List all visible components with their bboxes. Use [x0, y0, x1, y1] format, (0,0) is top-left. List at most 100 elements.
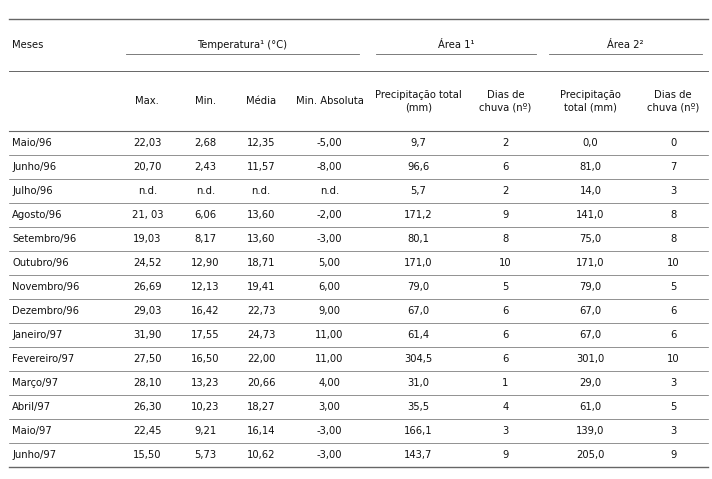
Text: 9,21: 9,21 — [194, 426, 216, 436]
Text: n.d.: n.d. — [320, 186, 339, 196]
Text: 3,00: 3,00 — [318, 402, 340, 412]
Text: 8: 8 — [670, 234, 676, 244]
Text: 22,45: 22,45 — [133, 426, 162, 436]
Text: Precipitação
total (mm): Precipitação total (mm) — [560, 90, 621, 112]
Text: 0: 0 — [670, 138, 676, 148]
Text: 5,00: 5,00 — [318, 258, 340, 268]
Text: 13,23: 13,23 — [191, 378, 219, 388]
Text: 0,0: 0,0 — [582, 138, 598, 148]
Text: 18,27: 18,27 — [247, 402, 276, 412]
Text: Abril/97: Abril/97 — [12, 402, 51, 412]
Text: 61,0: 61,0 — [580, 402, 602, 412]
Text: -3,00: -3,00 — [317, 234, 342, 244]
Text: 31,0: 31,0 — [407, 378, 429, 388]
Text: 5: 5 — [670, 282, 676, 292]
Text: 2,43: 2,43 — [194, 162, 216, 172]
Text: Dias de
chuva (nº): Dias de chuva (nº) — [647, 90, 699, 112]
Text: Maio/97: Maio/97 — [12, 426, 52, 436]
Text: 304,5: 304,5 — [404, 354, 433, 364]
Text: 16,42: 16,42 — [191, 306, 219, 316]
Text: 6,06: 6,06 — [194, 210, 216, 220]
Text: 2: 2 — [503, 186, 508, 196]
Text: 3: 3 — [670, 186, 676, 196]
Text: 26,30: 26,30 — [133, 402, 162, 412]
Text: Média: Média — [246, 96, 276, 106]
Text: n.d.: n.d. — [137, 186, 157, 196]
Text: 75,0: 75,0 — [580, 234, 602, 244]
Text: 6,00: 6,00 — [318, 282, 340, 292]
Text: 7: 7 — [670, 162, 676, 172]
Text: Temperatura¹ (°C): Temperatura¹ (°C) — [197, 40, 288, 50]
Text: 10: 10 — [499, 258, 512, 268]
Text: n.d.: n.d. — [196, 186, 215, 196]
Text: 12,13: 12,13 — [191, 282, 219, 292]
Text: 61,4: 61,4 — [407, 330, 429, 340]
Text: Setembro/96: Setembro/96 — [12, 234, 76, 244]
Text: 301,0: 301,0 — [576, 354, 604, 364]
Text: 10,23: 10,23 — [191, 402, 219, 412]
Text: 81,0: 81,0 — [580, 162, 602, 172]
Text: -3,00: -3,00 — [317, 450, 342, 460]
Text: 205,0: 205,0 — [576, 450, 604, 460]
Text: 9,7: 9,7 — [411, 138, 426, 148]
Text: 18,71: 18,71 — [247, 258, 276, 268]
Text: 8: 8 — [670, 210, 676, 220]
Text: 10: 10 — [667, 258, 679, 268]
Text: 1: 1 — [503, 378, 508, 388]
Text: 8,17: 8,17 — [194, 234, 216, 244]
Text: 3: 3 — [503, 426, 508, 436]
Text: 6: 6 — [503, 306, 508, 316]
Text: 24,73: 24,73 — [247, 330, 276, 340]
Text: 16,50: 16,50 — [191, 354, 219, 364]
Text: 9,00: 9,00 — [318, 306, 340, 316]
Text: 2: 2 — [503, 138, 508, 148]
Text: 79,0: 79,0 — [407, 282, 429, 292]
Text: 5: 5 — [503, 282, 508, 292]
Text: Outubro/96: Outubro/96 — [12, 258, 69, 268]
Text: 11,00: 11,00 — [315, 330, 344, 340]
Text: 13,60: 13,60 — [247, 210, 276, 220]
Text: 11,57: 11,57 — [247, 162, 276, 172]
Text: Min.: Min. — [194, 96, 216, 106]
Text: Dias de
chuva (nº): Dias de chuva (nº) — [479, 90, 532, 112]
Text: n.d.: n.d. — [251, 186, 271, 196]
Text: 80,1: 80,1 — [407, 234, 429, 244]
Text: 29,03: 29,03 — [133, 306, 162, 316]
Text: Julho/96: Julho/96 — [12, 186, 53, 196]
Text: Dezembro/96: Dezembro/96 — [12, 306, 79, 316]
Text: 2,68: 2,68 — [194, 138, 216, 148]
Text: 29,0: 29,0 — [580, 378, 602, 388]
Text: -3,00: -3,00 — [317, 426, 342, 436]
Text: -2,00: -2,00 — [317, 210, 342, 220]
Text: 6: 6 — [670, 330, 676, 340]
Text: 22,03: 22,03 — [133, 138, 162, 148]
Text: 9: 9 — [503, 450, 508, 460]
Text: Meses: Meses — [12, 40, 43, 50]
Text: 19,41: 19,41 — [247, 282, 276, 292]
Text: 171,2: 171,2 — [404, 210, 433, 220]
Text: Março/97: Março/97 — [12, 378, 58, 388]
Text: 79,0: 79,0 — [580, 282, 602, 292]
Text: 19,03: 19,03 — [133, 234, 162, 244]
Text: 5,73: 5,73 — [194, 450, 216, 460]
Text: 5,7: 5,7 — [411, 186, 426, 196]
Text: 26,69: 26,69 — [133, 282, 162, 292]
Text: 141,0: 141,0 — [576, 210, 604, 220]
Text: 9: 9 — [503, 210, 508, 220]
Text: 67,0: 67,0 — [580, 330, 602, 340]
Text: 96,6: 96,6 — [407, 162, 429, 172]
Text: 143,7: 143,7 — [404, 450, 433, 460]
Text: Precipitação total
(mm): Precipitação total (mm) — [375, 90, 462, 112]
Text: 5: 5 — [670, 402, 676, 412]
Text: 15,50: 15,50 — [133, 450, 162, 460]
Text: -8,00: -8,00 — [317, 162, 342, 172]
Text: 11,00: 11,00 — [315, 354, 344, 364]
Text: Maio/96: Maio/96 — [12, 138, 52, 148]
Text: Fevereiro/97: Fevereiro/97 — [12, 354, 74, 364]
Text: 22,00: 22,00 — [247, 354, 276, 364]
Text: 14,0: 14,0 — [580, 186, 602, 196]
Text: 166,1: 166,1 — [404, 426, 433, 436]
Text: 20,70: 20,70 — [133, 162, 162, 172]
Text: 16,14: 16,14 — [247, 426, 276, 436]
Text: 20,66: 20,66 — [247, 378, 276, 388]
